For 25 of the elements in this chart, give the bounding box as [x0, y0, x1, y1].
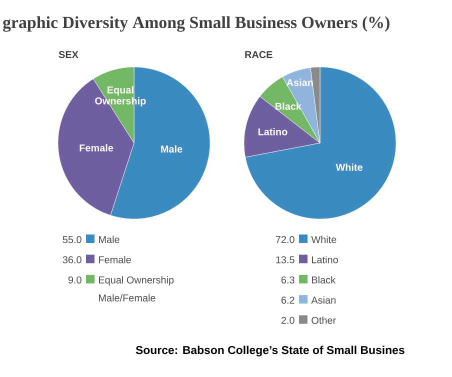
data-label: 55.0 — [62, 236, 82, 244]
legend-label: Latino — [312, 256, 338, 264]
legend-label: White — [311, 236, 336, 244]
legend-label: Female — [99, 256, 131, 264]
legend-label: Male — [99, 236, 120, 244]
slice-label: White — [336, 164, 363, 171]
text: graphic Diversity Among Small Business Owners (%) — [2, 16, 390, 32]
chart-title: SEX — [58, 51, 78, 58]
legend-label: Other — [312, 316, 336, 324]
text: Male/Female — [99, 294, 156, 302]
data-label: 6.2 — [281, 296, 294, 304]
slice-label: Female — [80, 144, 114, 152]
legend-label: Equal Ownership — [99, 276, 174, 286]
data-label: 36.0 — [62, 256, 82, 264]
source-note: Source: Babson College’s State of Small Busines — [136, 346, 404, 356]
legend-label: Asian — [311, 296, 336, 304]
legend-label: Black — [312, 276, 336, 284]
data-label: 13.5 — [276, 256, 294, 264]
data-label: 9.0 — [68, 276, 82, 284]
chart-title: RACE — [245, 51, 272, 58]
data-label: 2.0 — [281, 316, 294, 324]
data-label: 72.0 — [276, 236, 294, 244]
slice-label: Male — [161, 145, 182, 153]
data-label: 6.3 — [281, 276, 294, 284]
slice-label: Latino — [258, 128, 288, 136]
